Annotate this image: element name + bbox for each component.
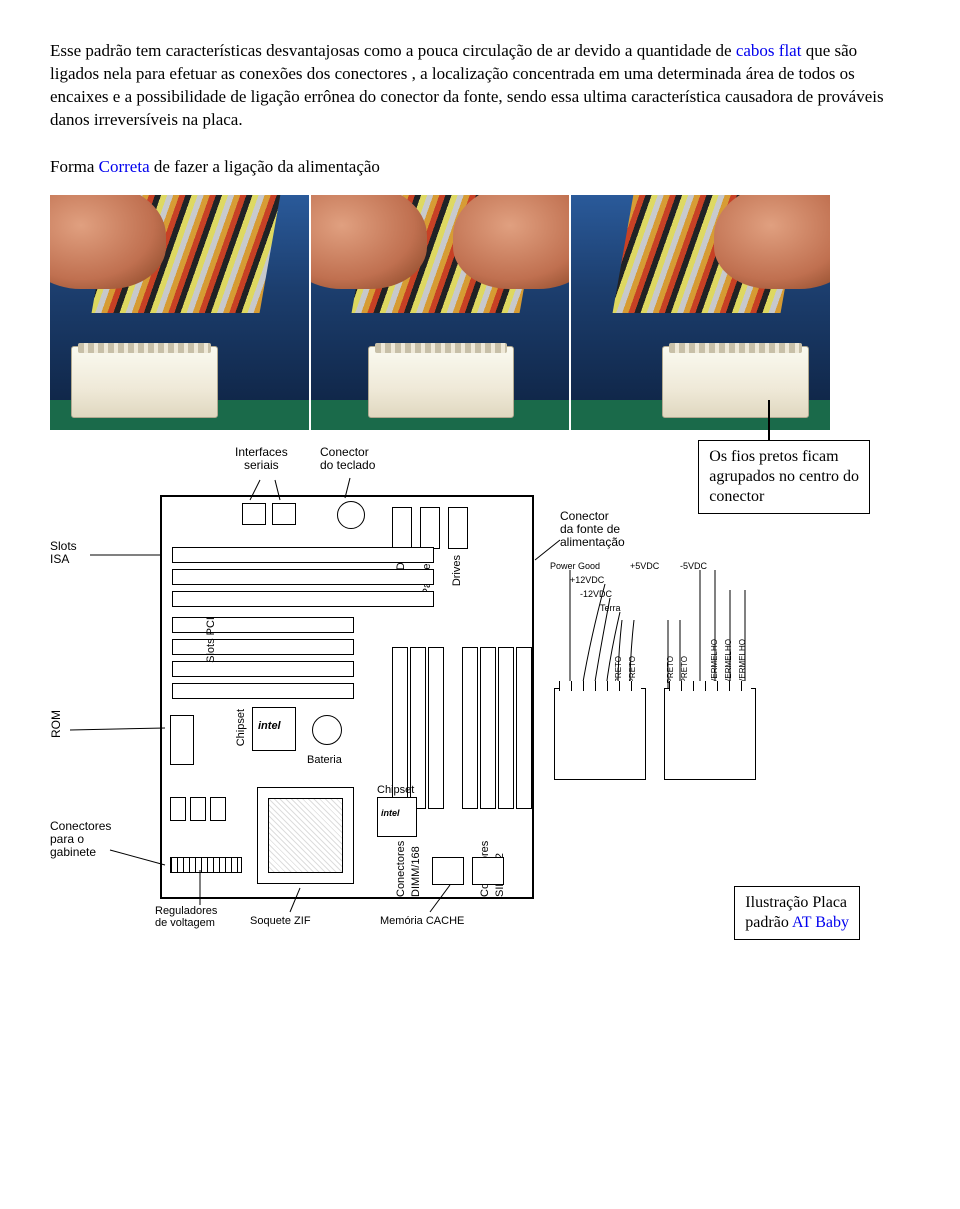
cache-chip	[432, 857, 464, 885]
vreg	[210, 797, 226, 821]
callout-leader	[768, 400, 770, 442]
board-outline: IDE Paralela Drives Slots PCI intel Chip…	[160, 495, 534, 899]
wl-vermelho-3: VERMELHO	[738, 639, 749, 684]
keyboard-connector	[337, 501, 365, 529]
dimm-slot	[428, 647, 444, 809]
wl-preto-3: PRETO	[666, 656, 677, 683]
parallel-header	[420, 507, 440, 549]
isa-slot	[172, 547, 434, 563]
lbl-reguladores: Reguladores de voltagem	[155, 905, 217, 929]
wl-vermelho-1: VERMELHO	[710, 639, 721, 684]
isa-slot	[172, 569, 434, 585]
t-intel-1: intel	[258, 719, 281, 734]
vreg	[170, 797, 186, 821]
rom-chip	[170, 715, 194, 765]
lbl-conectores-gabinete: Conectores para o gabinete	[50, 820, 111, 860]
c2-l2b: AT Baby	[792, 914, 849, 931]
lbl-conector-teclado: Conector do teclado	[320, 446, 375, 472]
drives-header	[448, 507, 468, 549]
isa-slot	[172, 591, 434, 607]
pci-slot	[172, 683, 354, 699]
lbl-slots-isa: Slots ISA	[50, 540, 77, 566]
lbl-memoria-cache: Memória CACHE	[380, 915, 464, 927]
serial-port-1	[242, 503, 266, 525]
pci-slot	[172, 639, 354, 655]
power-connector-diagram: Power Good +5VDC +12VDC -5VDC -12VDC Ter…	[550, 560, 760, 780]
vreg	[190, 797, 206, 821]
power-connector-p9	[664, 688, 756, 780]
lbl-conector-fonte: Conector da fonte de alimentação	[560, 510, 625, 550]
wl-preto-4: PRETO	[680, 656, 691, 683]
t-drives: Drives	[450, 555, 465, 586]
st-1: Forma	[50, 157, 99, 176]
photo-3	[571, 195, 830, 430]
cache-chip	[472, 857, 504, 885]
section-title: Forma Correta de fazer a ligação da alim…	[50, 156, 910, 179]
photo-row	[50, 195, 830, 430]
simm-slot	[480, 647, 496, 809]
t-bateria: Bateria	[307, 753, 342, 768]
photo-2	[311, 195, 570, 430]
p-blue-1: cabos flat	[736, 41, 802, 60]
photo-1	[50, 195, 309, 430]
simm-slot	[462, 647, 478, 809]
battery	[312, 715, 342, 745]
motherboard-diagram: Interfaces seriais Conector do teclado S…	[50, 440, 760, 940]
intro-paragraph: Esse padrão tem características desvanta…	[50, 40, 910, 132]
lbl-rom: ROM	[50, 710, 63, 738]
t-slots-pci: Slots PCI	[204, 617, 219, 663]
diagram-region: Os fios pretos ficam agrupados no centro…	[50, 440, 910, 960]
st-2: de fazer a ligação da alimentação	[150, 157, 380, 176]
t-chipset-2: Chipset	[377, 783, 414, 798]
wl-preto-1: PRETO	[614, 656, 625, 683]
simm-slot	[498, 647, 514, 809]
wl-vermelho-2: VERMELHO	[724, 639, 735, 684]
p-text-1: Esse padrão tem características desvanta…	[50, 41, 736, 60]
simm-slot	[516, 647, 532, 809]
t-intel-2: intel	[381, 807, 400, 819]
lbl-interfaces-seriais: Interfaces seriais	[235, 446, 288, 472]
lbl-soquete-zif: Soquete ZIF	[250, 915, 311, 927]
wl-preto-2: PRETO	[628, 656, 639, 683]
st-blue: Correta	[99, 157, 150, 176]
power-connector-p8	[554, 688, 646, 780]
pci-slot	[172, 617, 354, 633]
c2-l1: Ilustração Placa	[745, 893, 849, 913]
gabinete-header	[170, 857, 242, 873]
serial-port-2	[272, 503, 296, 525]
t-chipset-1: Chipset	[234, 709, 249, 746]
socket-zif	[257, 787, 354, 884]
ide-header	[392, 507, 412, 549]
pci-slot	[172, 661, 354, 677]
